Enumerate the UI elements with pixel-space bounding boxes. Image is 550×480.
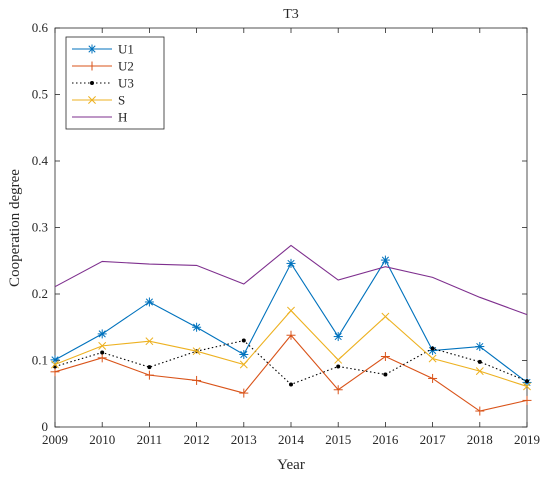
data-point-u2 [428,373,438,383]
data-point-s [381,312,390,321]
y-tick-label: 0.5 [32,87,48,102]
data-point-s [428,354,437,363]
x-tick-label: 2009 [42,432,68,447]
data-point-u2 [380,352,390,362]
legend-label-h: H [118,110,127,125]
data-point-s [145,337,154,346]
x-tick-label: 2014 [278,432,305,447]
data-point-s-stroke [428,354,437,363]
data-point-u2 [286,330,296,340]
data-point-s-stroke [98,341,107,350]
data-point-u1-stroke [381,256,389,264]
data-point-s [98,341,107,350]
data-point-u1-stroke [98,330,106,338]
data-point-u1-stroke [240,350,248,359]
data-point-u1 [239,350,249,360]
data-point-u1 [380,255,390,265]
data-point-u3 [289,382,293,387]
data-point-u3 [336,364,341,369]
legend-marker-u1 [87,44,97,54]
data-point-s [523,382,531,391]
series-line-u3 [54,339,528,386]
data-point-s [475,367,484,376]
data-point-u1 [333,332,343,342]
legend-label-u2: U2 [118,59,134,74]
data-point-u2 [50,367,60,377]
data-point-s-stroke [239,360,248,369]
data-point-s-stroke [51,360,59,369]
data-point-u3 [525,379,529,384]
y-tick-label: 0.1 [32,353,48,368]
data-point-s [51,360,59,369]
data-point-u1 [97,329,107,339]
data-point-u2 [192,375,202,385]
chart-title: T3 [283,7,299,22]
x-tick-label: 2012 [184,432,210,447]
data-point-u3 [477,359,482,364]
data-point-u2 [333,385,343,395]
data-point-u2 [522,395,532,405]
data-point-u1-stroke [193,323,201,331]
x-tick-label: 2016 [372,432,399,447]
data-point-s [287,306,295,315]
y-tick-label: 0 [42,419,49,434]
data-point-s [239,360,248,369]
data-point-u3 [100,350,105,355]
legend-label-s: S [118,93,125,108]
x-tick-label: 2017 [420,432,447,447]
data-point-u3 [430,346,435,351]
x-tick-label: 2011 [137,432,163,447]
data-point-u2 [475,406,485,416]
data-point-s-stroke [523,382,531,391]
data-point-u2 [144,370,154,380]
data-point-s [192,347,201,356]
data-point-u1-stroke [145,298,153,306]
data-point-u1 [144,297,154,307]
legend-marker-u2 [87,61,97,71]
x-axis-label: Year [277,457,305,473]
legend-box [65,36,165,130]
legend-marker-s [88,96,96,104]
data-point-s-stroke [192,347,201,356]
data-point-u3 [147,365,152,370]
legend-marker-s-stroke [88,96,96,104]
legend-label-u3: U3 [118,76,134,91]
data-point-u3 [383,372,388,377]
data-point-u1 [192,322,202,332]
x-tick-label: 2015 [325,432,351,447]
data-point-u1 [475,342,485,352]
data-point-s [334,355,343,364]
legend: U1 U2 U3 SH [65,36,165,130]
x-tick-label: 2013 [231,432,257,447]
series-line-u1 [54,258,528,383]
data-point-u1-stroke [334,332,342,341]
y-tick-label: 0.3 [32,220,48,235]
legend-marker-u3 [90,81,94,85]
data-point-u3 [241,338,246,343]
plot-area: 2009 2010 2011 2012 2013 2014 2015 2016 2017 2018… [32,20,540,447]
data-point-u2 [97,353,107,363]
data-point-s-stroke [334,355,343,364]
x-tick-label: 2019 [514,432,540,447]
data-point-u1-stroke [287,259,295,268]
series-line-h [54,244,528,316]
series-line-u2 [54,334,528,412]
y-tick-label: 0.6 [32,20,49,35]
data-point-u1 [286,258,296,268]
y-tick-label: 0.4 [32,153,49,168]
data-point-u2 [239,388,249,398]
x-tick-label: 2010 [89,432,115,447]
legend-label-u1: U1 [118,42,134,57]
data-point-u1-stroke [476,342,484,351]
data-point-s-stroke [381,312,390,321]
legend-marker-u1-stroke [88,45,96,53]
data-point-s-stroke [287,306,295,315]
y-axis-label: Cooperation degree [7,169,23,287]
data-point-s-stroke [475,367,484,376]
data-point-s-stroke [145,337,154,346]
y-tick-label: 0.2 [32,286,48,301]
x-tick-label: 2018 [467,432,493,447]
